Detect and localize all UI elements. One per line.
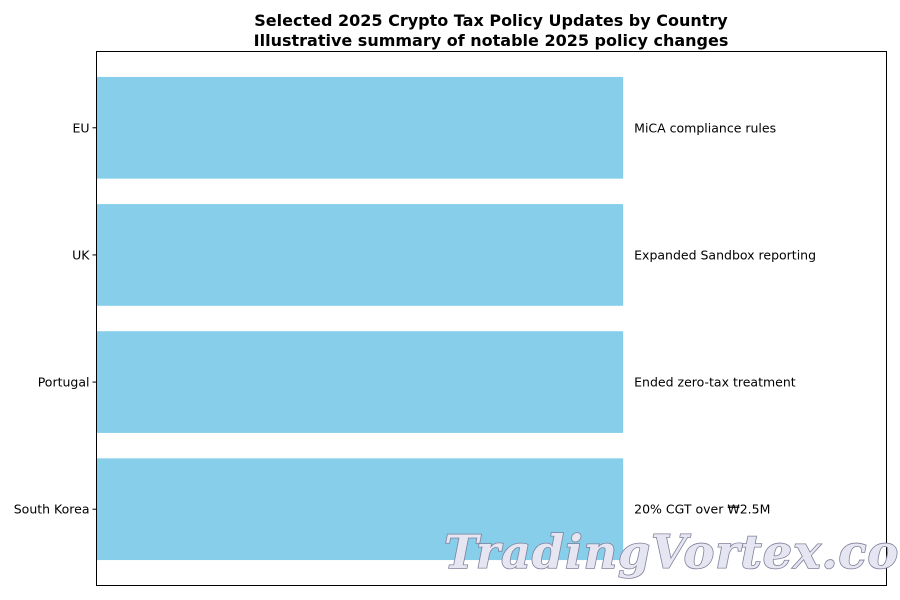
bar-0 (96, 76, 624, 179)
chart-title: Selected 2025 Crypto Tax Policy Updates … (254, 11, 728, 30)
bar-label-0: MiCA compliance rules (634, 120, 776, 135)
bars-layer: EU MiCA compliance rules UK Expanded Sandbo… (14, 76, 816, 561)
y-tick-label-1: UK (72, 247, 90, 262)
y-tick-label-2: Portugal (38, 375, 90, 390)
chart-subtitle: Illustrative summary of notable 2025 pol… (254, 31, 729, 50)
watermark: TradingVortex.com (444, 525, 900, 579)
y-tick-label-3: South Korea (14, 502, 90, 517)
bar-label-2: Ended zero-tax treatment (634, 375, 796, 390)
bar-1 (96, 204, 624, 306)
y-tick-label-0: EU (72, 120, 89, 135)
bar-2 (96, 331, 624, 433)
bar-label-3: 20% CGT over ₩2.5M (634, 502, 770, 517)
plot-frame (96, 51, 887, 586)
bar-3 (96, 458, 624, 561)
bar-label-1: Expanded Sandbox reporting (634, 247, 816, 262)
